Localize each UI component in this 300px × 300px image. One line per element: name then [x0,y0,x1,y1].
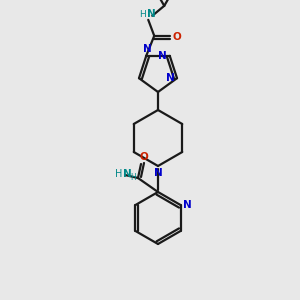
Text: N: N [158,51,167,61]
Text: N: N [166,73,174,83]
Text: N: N [154,168,162,178]
Text: O: O [173,32,182,42]
Text: N: N [123,169,131,179]
Text: H: H [130,173,136,182]
Text: O: O [140,152,148,162]
Text: H: H [139,10,146,19]
Text: N: N [143,44,152,54]
Text: N: N [147,9,156,19]
Text: N: N [183,200,192,210]
Text: H: H [115,169,123,179]
